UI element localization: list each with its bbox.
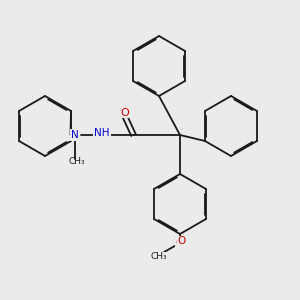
- Text: CH₃: CH₃: [151, 252, 167, 261]
- Text: CH₃: CH₃: [68, 158, 85, 166]
- Text: N: N: [71, 130, 79, 140]
- Text: O: O: [120, 107, 129, 118]
- Text: NH: NH: [94, 128, 110, 139]
- Text: O: O: [177, 236, 186, 247]
- Text: O: O: [176, 238, 184, 248]
